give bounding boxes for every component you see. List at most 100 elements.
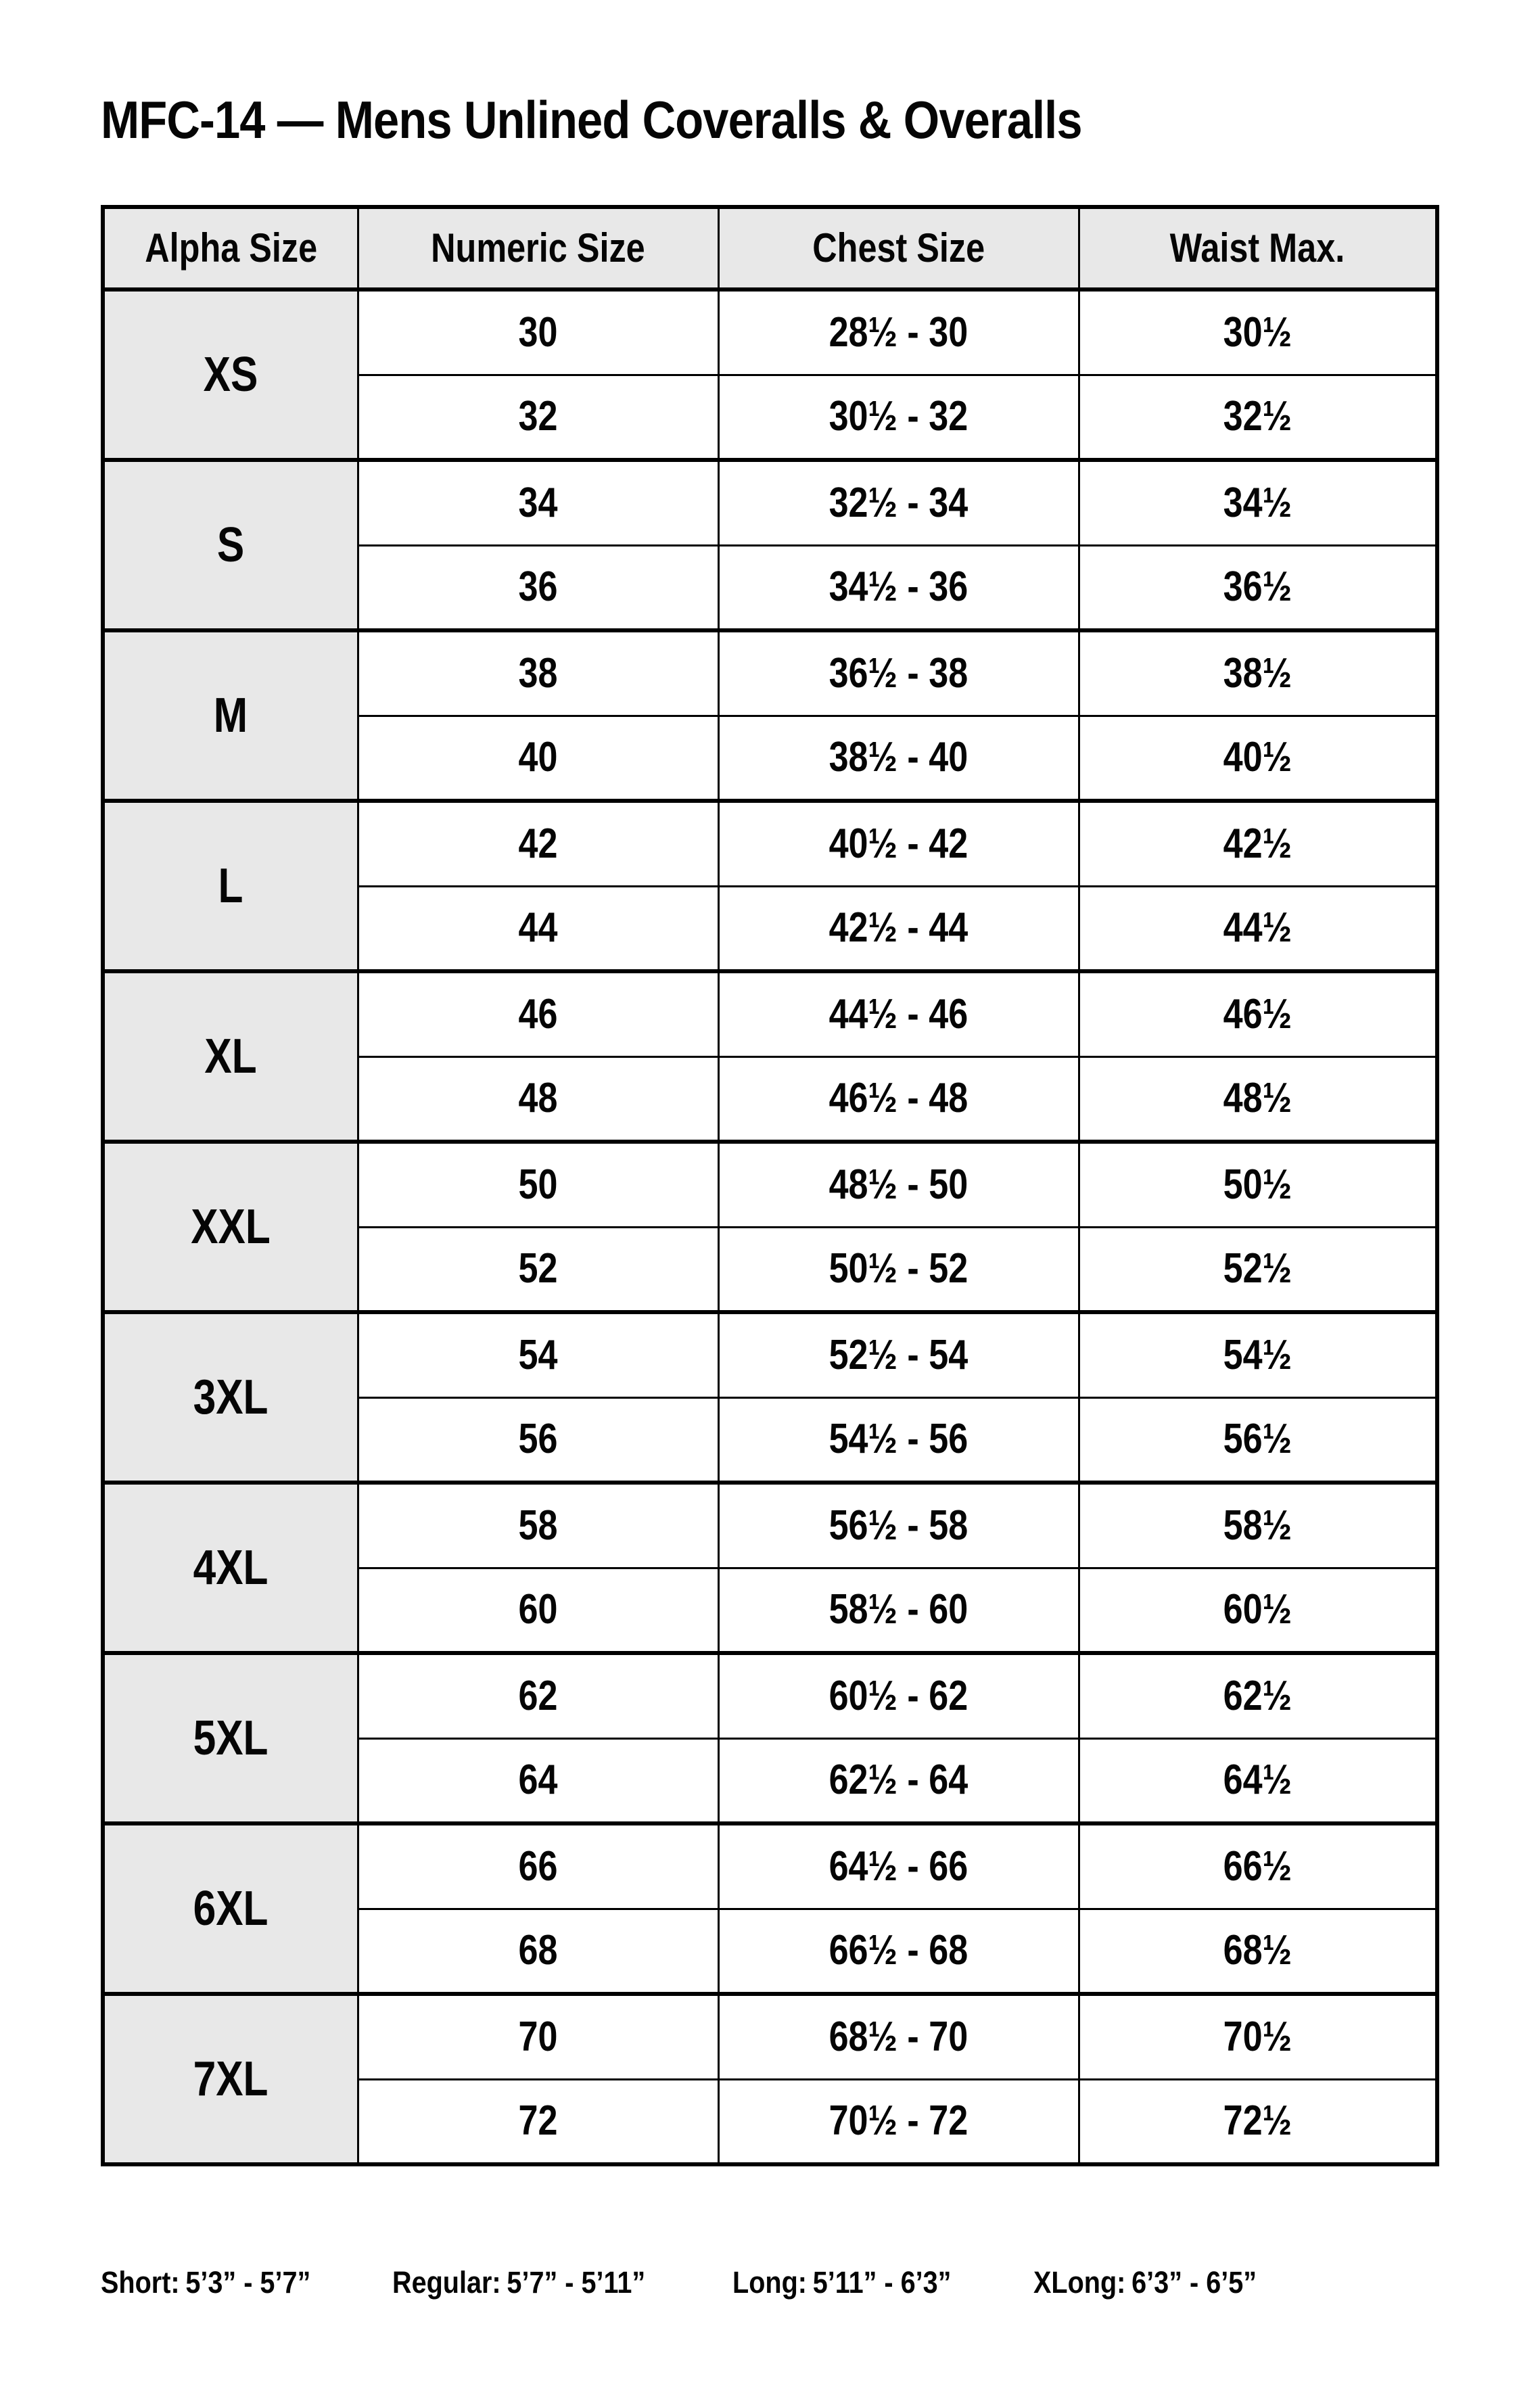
numeric-size-value: 30 [518,308,558,356]
waist-size-cell: 62½ [1077,1651,1439,1740]
height-legend-label: Regular: [392,2265,501,2300]
alpha-size-label: XXL [191,1200,271,1254]
alpha-size-label: 6XL [193,1882,269,1936]
numeric-size-value: 34 [518,479,558,526]
size-row: 3XL 54 52½ - 54 54½ [101,1310,1439,1484]
alpha-size-cell: XXL [101,1140,359,1313]
waist-size-cell: 30½ [1077,287,1439,376]
chest-size-cell: 60½ - 62 [717,1651,1080,1740]
page-title: MFC-14 — Mens Unlined Coveralls & Overal… [101,90,1083,149]
chest-size-value: 30½ - 32 [829,393,969,440]
chest-size-cell: 48½ - 50 [717,1140,1080,1228]
chest-size-value: 66½ - 68 [829,1927,969,1974]
numeric-size-cell: 32 [356,373,720,461]
size-row: S 34 32½ - 34 34½ [101,458,1439,632]
numeric-size-cell: 56 [356,1396,720,1484]
alpha-size-label: 7XL [193,2052,269,2106]
numeric-size-value: 42 [518,820,558,867]
alpha-size-cell: 7XL [101,1992,359,2166]
waist-size-cell: 42½ [1077,799,1439,887]
waist-size-value: 64½ [1223,1756,1292,1804]
waist-size-cell: 56½ [1077,1396,1439,1484]
header-numeric-size-label: Numeric Size [431,225,645,271]
size-row: 60 58½ - 60 60½ [103,1566,1439,1654]
numeric-size-cell: 68 [356,1907,720,1995]
chest-size-cell: 30½ - 32 [717,373,1080,461]
alpha-size-label: S [217,518,245,572]
waist-size-cell: 58½ [1077,1481,1439,1569]
numeric-size-value: 72 [518,2097,558,2145]
alpha-size-label: 4XL [193,1541,269,1595]
chest-size-cell: 70½ - 72 [717,2078,1080,2166]
alpha-size-label: M [214,689,248,743]
size-row: 32 30½ - 32 32½ [103,373,1439,461]
numeric-size-value: 44 [518,904,558,952]
numeric-size-value: 60 [518,1586,558,1633]
numeric-size-cell: 54 [356,1310,720,1399]
header-chest-size-label: Chest Size [812,225,985,271]
chest-size-value: 64½ - 66 [829,1842,969,1890]
height-legend-label: XLong: [1033,2265,1126,2300]
size-row: 7XL 70 68½ - 70 70½ [101,1992,1439,2166]
chest-size-cell: 62½ - 64 [717,1737,1080,1825]
size-row: 4XL 58 56½ - 58 58½ [101,1481,1439,1654]
numeric-size-value: 32 [518,393,558,440]
chest-size-value: 62½ - 64 [829,1756,969,1804]
waist-size-value: 30½ [1223,308,1292,356]
chest-size-value: 58½ - 60 [829,1586,969,1633]
waist-size-cell: 34½ [1077,458,1439,546]
height-legend-value: 5’11” - 6’3” [812,2265,952,2300]
height-legend-item: XLong: 6’3” - 6’5” [1033,2267,1257,2298]
chest-size-value: 68½ - 70 [829,2013,969,2060]
chest-size-cell: 38½ - 40 [717,714,1080,802]
height-legend-item: Regular: 5’7” - 5’11” [392,2267,645,2298]
numeric-size-value: 70 [518,2013,558,2060]
waist-size-cell: 48½ [1077,1055,1439,1143]
chest-size-value: 42½ - 44 [829,904,969,952]
alpha-size-label: XS [203,348,258,402]
header-chest-size: Chest Size [717,205,1080,292]
numeric-size-value: 56 [518,1416,558,1463]
chest-size-value: 52½ - 54 [829,1331,969,1378]
waist-size-cell: 46½ [1077,969,1439,1058]
numeric-size-cell: 48 [356,1055,720,1143]
alpha-size-cell: S [101,458,359,632]
waist-size-value: 46½ [1223,990,1292,1038]
height-legend-label: Short: [101,2265,180,2300]
waist-size-cell: 64½ [1077,1737,1439,1825]
size-row: M 38 36½ - 38 38½ [101,628,1439,802]
chest-size-cell: 52½ - 54 [717,1310,1080,1399]
numeric-size-value: 66 [518,1842,558,1890]
chest-size-value: 28½ - 30 [829,308,969,356]
chest-size-cell: 34½ - 36 [717,544,1080,632]
numeric-size-cell: 62 [356,1651,720,1740]
waist-size-value: 66½ [1223,1842,1292,1890]
chest-size-value: 44½ - 46 [829,990,969,1038]
numeric-size-value: 52 [518,1245,558,1293]
numeric-size-value: 50 [518,1161,558,1208]
size-row: 36 34½ - 36 36½ [103,544,1439,632]
numeric-size-cell: 40 [356,714,720,802]
chest-size-cell: 36½ - 38 [717,628,1080,717]
numeric-size-cell: 30 [356,287,720,376]
alpha-size-label: 5XL [193,1711,269,1765]
chest-size-cell: 56½ - 58 [717,1481,1080,1569]
numeric-size-cell: 34 [356,458,720,546]
numeric-size-value: 40 [518,734,558,781]
alpha-size-cell: L [101,799,359,973]
waist-size-value: 38½ [1223,649,1292,697]
waist-size-cell: 32½ [1077,373,1439,461]
size-row: XXL 50 48½ - 50 50½ [101,1140,1439,1313]
waist-size-value: 36½ [1223,563,1292,611]
numeric-size-cell: 64 [356,1737,720,1825]
header-waist-max-label: Waist Max. [1169,225,1345,271]
chest-size-cell: 66½ - 68 [717,1907,1080,1995]
numeric-size-cell: 44 [356,885,720,973]
waist-size-value: 70½ [1223,2013,1292,2060]
chest-size-value: 48½ - 50 [829,1161,969,1208]
chest-size-cell: 68½ - 70 [717,1992,1080,2080]
height-legend-label: Long: [732,2265,807,2300]
alpha-size-label: L [218,859,243,913]
size-row: L 42 40½ - 42 42½ [101,799,1439,973]
size-row: 72 70½ - 72 72½ [103,2078,1439,2166]
